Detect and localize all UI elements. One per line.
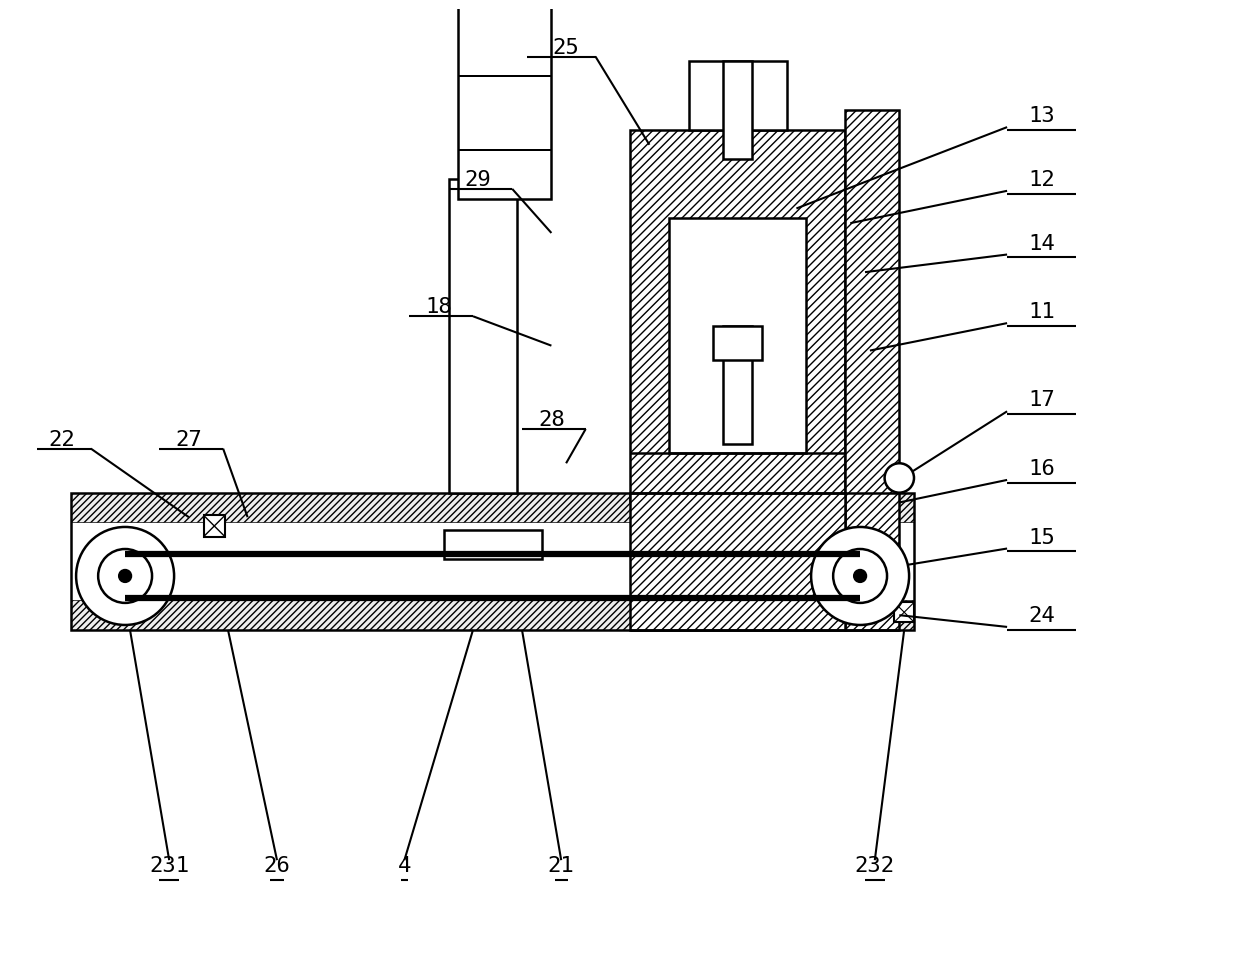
Bar: [444, 530, 542, 559]
Bar: [71, 493, 914, 522]
Bar: [459, 0, 552, 2]
Circle shape: [854, 571, 866, 582]
Bar: [894, 603, 914, 622]
Bar: [630, 493, 846, 630]
Text: 26: 26: [264, 855, 290, 875]
Text: 18: 18: [425, 297, 453, 317]
Bar: [723, 62, 753, 160]
Bar: [846, 112, 899, 630]
Bar: [203, 516, 226, 537]
Text: 27: 27: [175, 429, 202, 449]
Text: 24: 24: [1028, 605, 1055, 625]
Text: 4: 4: [398, 855, 412, 875]
Text: 232: 232: [854, 855, 895, 875]
Bar: [449, 180, 517, 493]
Text: 29: 29: [465, 170, 491, 190]
Bar: [630, 131, 846, 503]
Text: 21: 21: [548, 855, 574, 875]
Circle shape: [98, 550, 153, 603]
Text: 12: 12: [1028, 170, 1055, 190]
Bar: [846, 112, 899, 630]
Text: 17: 17: [1028, 390, 1055, 410]
Bar: [713, 327, 763, 361]
Bar: [459, 0, 552, 199]
Text: 15: 15: [1028, 527, 1055, 547]
Text: 16: 16: [1028, 458, 1055, 478]
Bar: [459, 0, 552, 2]
Text: 14: 14: [1028, 233, 1055, 253]
Text: 231: 231: [149, 855, 190, 875]
Text: 28: 28: [538, 410, 564, 430]
Circle shape: [833, 550, 887, 603]
Bar: [630, 493, 846, 630]
Text: 22: 22: [48, 429, 74, 449]
Circle shape: [119, 571, 131, 582]
Bar: [723, 327, 753, 444]
Bar: [688, 62, 786, 131]
Bar: [670, 219, 806, 454]
Circle shape: [811, 527, 909, 625]
Bar: [630, 131, 846, 503]
Text: 13: 13: [1028, 106, 1055, 126]
Circle shape: [884, 464, 914, 493]
Text: 25: 25: [553, 37, 579, 57]
Circle shape: [76, 527, 174, 625]
Bar: [71, 493, 914, 630]
Bar: [71, 600, 914, 630]
Text: 11: 11: [1028, 302, 1055, 322]
